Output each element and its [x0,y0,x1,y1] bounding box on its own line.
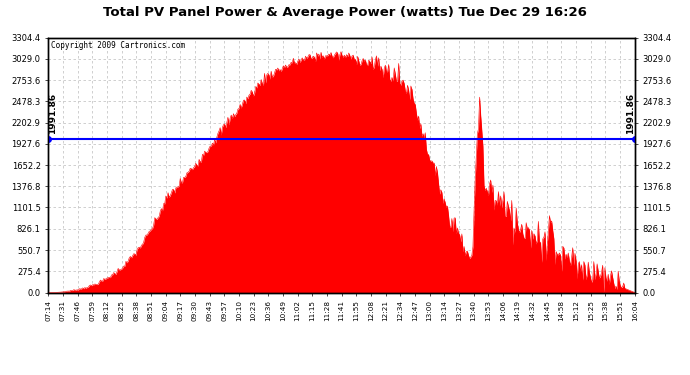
Text: Total PV Panel Power & Average Power (watts) Tue Dec 29 16:26: Total PV Panel Power & Average Power (wa… [103,6,587,19]
Text: 1991.86: 1991.86 [48,93,57,134]
Text: Copyright 2009 Cartronics.com: Copyright 2009 Cartronics.com [51,41,186,50]
Text: 1991.86: 1991.86 [626,93,635,134]
